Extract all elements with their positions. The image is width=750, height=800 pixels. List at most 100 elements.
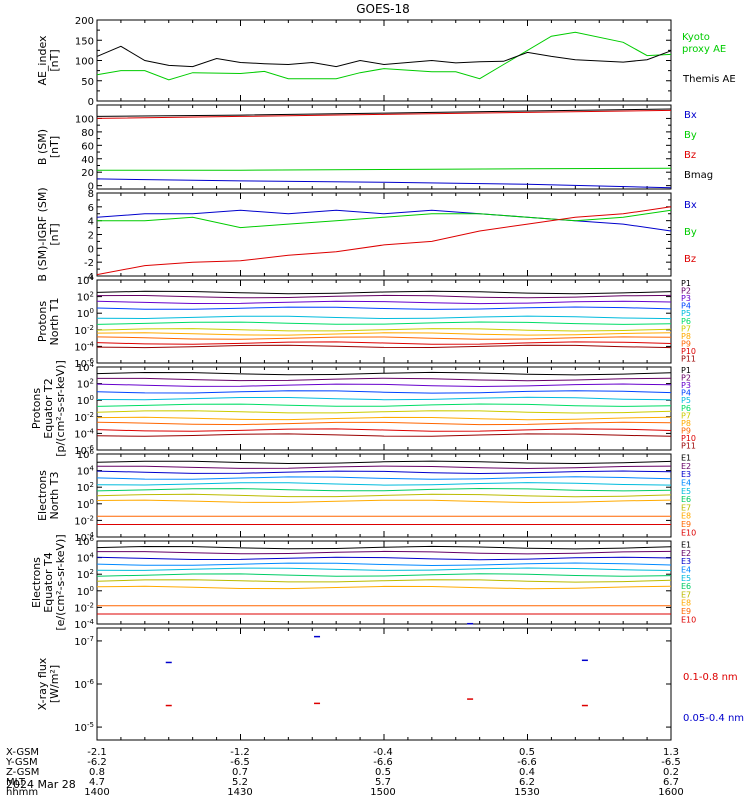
ephemeris-value: 0.2 [663, 767, 679, 778]
ephemeris-value: -6.5 [230, 757, 250, 768]
panel-bsm: 0 20 40 60 80 100 B (SM) [nT] Bx By Bz Bmag [36, 104, 713, 193]
legend-by: By [684, 130, 697, 141]
channel-label-p4: P4 [681, 302, 691, 311]
channel-line-p5 [96, 396, 672, 401]
ephemeris-value: 1.3 [663, 747, 679, 758]
ephemeris-table: X-GSM -2.1 -1.2 -0.4 0.5 1.3 Y-GSM -6.2 -6.5 -6.6… [5, 747, 684, 798]
ephemeris-value: -6.5 [661, 757, 681, 768]
ephemeris-value: 0.5 [519, 747, 535, 758]
ephemeris-value: 0.7 [232, 767, 248, 778]
channel-line-e7 [96, 493, 672, 498]
series-line-bz [96, 109, 672, 119]
y-tick-label: 10-6 [74, 357, 94, 370]
panel-xray: 10-7 10-6 10-5 X-ray flux [W/m²] 0.1-0.8 nm 0.… [36, 622, 744, 741]
y-tick-label: 0 [88, 182, 94, 193]
channel-label-e4: E4 [681, 566, 691, 575]
y-tick-label: 100 [77, 394, 94, 407]
y-tick-label: 20 [81, 168, 94, 179]
channel-label-e2: E2 [681, 462, 691, 471]
y-axis-label: X-ray flux [36, 657, 49, 710]
channel-line-p6 [96, 403, 672, 407]
y-tick-label: 10-2 [74, 411, 94, 424]
legend-bx: Bx [684, 200, 697, 211]
channel-label-e5: E5 [681, 487, 691, 496]
channel-label-p6: P6 [681, 317, 691, 326]
channel-line-p4 [96, 390, 672, 394]
legend-xray-short: 0.05-0.4 nm [683, 713, 744, 724]
series-line-themis-ae [96, 45, 672, 68]
channel-line-e6 [96, 573, 672, 577]
legend-xray-long: 0.1-0.8 nm [683, 672, 738, 683]
y-tick-label: 10-6 [74, 444, 94, 457]
legend-bmag: Bmag [684, 170, 713, 181]
channel-line-p9 [96, 336, 672, 340]
y-tick-label: 10-4 [74, 618, 94, 631]
y-tick-label: 102 [77, 568, 94, 581]
ephemeris-value: 1400 [84, 787, 109, 798]
ephemeris-value: -6.6 [517, 757, 537, 768]
channel-label-e2: E2 [681, 549, 691, 558]
channel-line-p1 [96, 371, 672, 376]
y-tick-label: 104 [77, 274, 95, 287]
ephemeris-value: 1530 [514, 787, 539, 798]
y-axis-label: [W/m²] [48, 665, 61, 703]
y-axis-label: Electrons [36, 470, 49, 521]
channel-line-e2 [97, 465, 672, 470]
channel-label-e4: E4 [681, 479, 691, 488]
channel-line-p3 [96, 300, 672, 305]
y-tick-label: 10-4 [74, 427, 94, 440]
ephemeris-value: 4.7 [89, 777, 105, 788]
channel-label-e8: E8 [681, 599, 691, 608]
y-axis-label: B (SM)-IGRF (SM) [36, 187, 49, 281]
y-tick-label: 10-5 [74, 721, 94, 734]
y-axis-label: Protons [30, 388, 43, 429]
y-tick-label: 10-2 [74, 601, 94, 614]
channel-label-p1: P1 [681, 366, 691, 375]
series-line-kyoto-proxy-ae [96, 31, 672, 81]
y-axis-label: North T1 [48, 298, 61, 346]
y-tick-label: 104 [77, 361, 95, 374]
channel-line-p6 [96, 321, 672, 325]
channel-label-e10: E10 [681, 615, 696, 624]
y-tick-label: 102 [77, 291, 94, 304]
series-line-bx [96, 209, 672, 232]
channel-label-p9: P9 [681, 339, 691, 348]
panel-frame [96, 540, 672, 625]
y-axis-label: [nT] [48, 49, 61, 71]
channel-label-e3: E3 [681, 557, 691, 566]
channel-line-e5 [96, 482, 672, 486]
ephemeris-value: 0.5 [375, 767, 391, 778]
y-tick-label: 2 [88, 231, 94, 242]
y-tick-label: 60 [81, 141, 94, 152]
y-axis-label: [nT] [48, 223, 61, 245]
y-axis-label: Electrons [30, 557, 43, 608]
channel-label-e9: E9 [681, 520, 691, 529]
channel-line-p10 [96, 341, 672, 345]
ephemeris-value: 6.2 [519, 777, 535, 788]
y-axis-label: [e/(cm²-s-sr-keV)] [54, 534, 67, 630]
legend-kyoto: proxy AE [682, 44, 726, 55]
y-tick-label: 0 [88, 97, 94, 108]
channel-label-p8: P8 [681, 332, 691, 341]
channel-label-e6: E6 [681, 495, 691, 504]
y-axis-label: AE_index [36, 35, 49, 86]
y-tick-label: 100 [75, 57, 94, 68]
ephemeris-label: Y-GSM [5, 757, 38, 768]
channel-line-e1 [96, 460, 672, 465]
channel-label-p3: P3 [681, 381, 691, 390]
channel-label-e10: E10 [681, 528, 696, 537]
channel-line-p9 [96, 421, 672, 426]
ephemeris-value: 5.7 [375, 777, 391, 788]
channel-label-p3: P3 [681, 294, 691, 303]
channel-line-e5 [96, 567, 672, 571]
channel-line-e7 [96, 579, 672, 583]
channel-line-e8 [96, 585, 672, 590]
channel-line-p5 [96, 315, 672, 320]
channel-label-e5: E5 [681, 574, 691, 583]
channel-label-p10: P10 [681, 434, 696, 443]
channel-label-e6: E6 [681, 582, 691, 591]
series-line-by [97, 167, 672, 171]
channel-label-p5: P5 [681, 309, 691, 318]
panel-bdiff: -4 -2 0 2 4 6 8 B (SM)-IGRF (SM) [nT] Bx By Bz [36, 187, 697, 283]
